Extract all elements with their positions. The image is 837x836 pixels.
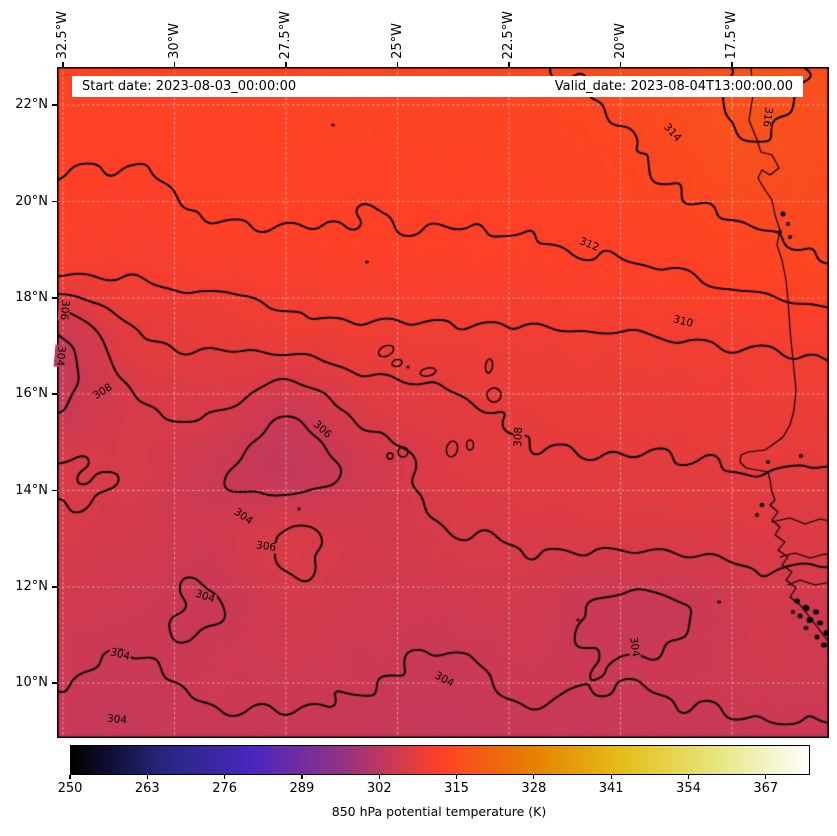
contour-label: 304 [53, 344, 68, 368]
temperature-map-canvas [57, 67, 829, 738]
colorbar-tick-label: 250 [57, 781, 83, 796]
colorbar-tick-label: 289 [289, 781, 315, 796]
colorbar-tick-mark [765, 775, 767, 779]
colorbar-tick-mark [146, 775, 148, 779]
colorbar-tick-mark [610, 775, 612, 779]
lon-tick-mark [508, 62, 510, 67]
contour-label: 308 [512, 425, 525, 449]
date-header-strip: Start date: 2023-08-03_00:00:00 Valid_da… [72, 76, 803, 97]
lon-tick-label: 22.5°W [501, 11, 516, 60]
contour-label: 306 [57, 298, 72, 322]
lat-tick-mark [52, 104, 57, 106]
colorbar-tick-label: 328 [521, 781, 547, 796]
lat-tick-mark [52, 200, 57, 203]
colorbar-tick-label: 354 [676, 781, 701, 796]
colorbar-tick-mark [69, 775, 71, 779]
lat-tick-label: 14°N [15, 482, 48, 498]
lat-tick-mark [52, 586, 57, 588]
lat-tick-label: 16°N [15, 386, 48, 401]
lat-tick-label: 20°N [15, 193, 48, 209]
lon-tick-label: 20°W [612, 23, 628, 59]
colorbar-tick-label: 367 [753, 781, 779, 796]
lon-tick-label: 32.5°W [55, 11, 70, 60]
contour-label: 316 [760, 105, 775, 129]
lon-tick-mark [619, 62, 622, 67]
lat-tick-mark [52, 489, 57, 492]
colorbar-tick-mark [687, 775, 690, 779]
colorbar [70, 745, 810, 775]
lon-tick-label: 27.5°W [278, 11, 293, 60]
colorbar-axis-label: 850 hPa potential temperature (K) [331, 804, 547, 819]
colorbar-tick-label: 341 [598, 781, 624, 796]
colorbar-tick-label: 315 [444, 781, 469, 796]
lon-tick-label: 17.5°W [724, 11, 739, 60]
colorbar-tick-mark [533, 775, 535, 779]
start-date-text: Start date: 2023-08-03_00:00:00 [82, 79, 297, 94]
lat-tick-label: 22°N [15, 97, 48, 112]
contour-label: 304 [627, 635, 642, 659]
lon-tick-mark [285, 62, 287, 67]
lon-tick-label: 25°W [389, 23, 405, 59]
valid-date-text: Valid_date: 2023-08-04T13:00:00.00 [554, 79, 793, 94]
colorbar-tick-mark [455, 775, 458, 779]
lon-tick-mark [731, 62, 733, 67]
lat-tick-mark [52, 297, 57, 299]
lat-tick-mark [52, 682, 57, 684]
colorbar-tick-label: 276 [212, 781, 238, 796]
contour-label: 304 [105, 712, 129, 727]
lat-tick-mark [52, 393, 57, 395]
lat-tick-label: 10°N [15, 675, 48, 690]
lat-tick-label: 18°N [15, 290, 48, 305]
colorbar-tick-mark [378, 775, 380, 779]
lon-tick-mark [62, 62, 64, 67]
colorbar-tick-label: 302 [366, 781, 392, 796]
lon-tick-mark [173, 62, 176, 67]
lon-tick-mark [396, 62, 399, 67]
colorbar-tick-mark [301, 775, 303, 779]
lat-tick-label: 12°N [15, 579, 48, 594]
colorbar-tick-mark [224, 775, 226, 779]
lon-tick-label: 30°W [166, 23, 182, 59]
colorbar-tick-label: 263 [134, 781, 160, 796]
